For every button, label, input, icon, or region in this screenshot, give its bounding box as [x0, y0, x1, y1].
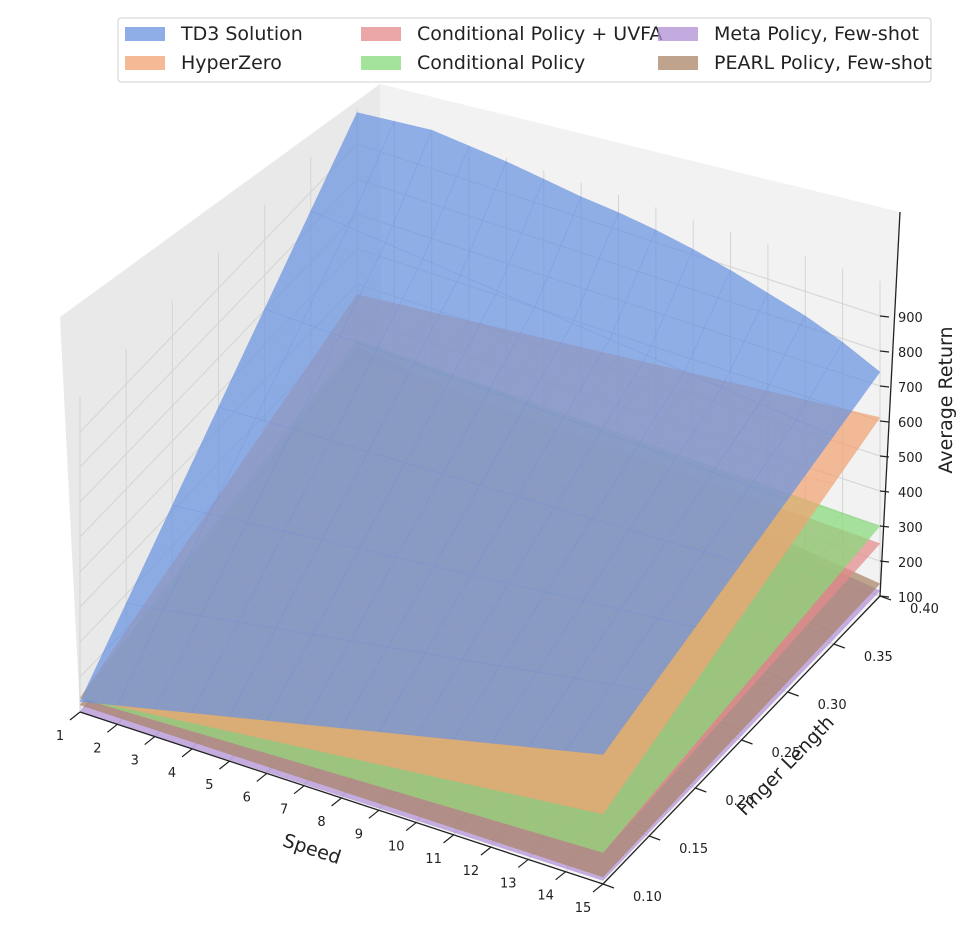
x-tick — [368, 809, 380, 819]
legend-box — [117, 17, 932, 83]
y-tick-label: 0.10 — [633, 890, 662, 905]
x-tick — [256, 772, 268, 782]
x-tick — [106, 723, 118, 733]
legend-swatch — [361, 56, 401, 70]
x-tick — [555, 871, 567, 881]
legend-label: PEARL Policy, Few-shot — [714, 52, 932, 74]
x-tick — [480, 846, 492, 856]
y-tick — [741, 739, 753, 745]
z-tick — [879, 455, 890, 458]
z-tick — [879, 525, 890, 528]
x-tick — [181, 748, 193, 758]
legend-swatch — [125, 56, 165, 70]
z-tick-label: 200 — [898, 556, 923, 571]
legend: TD3 Solution HyperZero Conditional Policy … — [117, 17, 932, 83]
x-tick-label: 8 — [317, 815, 325, 830]
y-tick-label: 0.30 — [818, 698, 847, 713]
x-tick-label: 1 — [56, 729, 64, 744]
x-tick-label: 3 — [131, 754, 139, 769]
x-tick-label: 9 — [355, 827, 363, 842]
x-tick-label: 12 — [463, 864, 480, 879]
legend-label: Conditional Policy + UVFA — [417, 23, 662, 45]
z-tick — [879, 490, 890, 493]
legend-swatch — [658, 27, 698, 41]
z-tick-label: 600 — [898, 416, 923, 431]
z-axis-label: Average Return — [935, 326, 957, 473]
z-tick-label: 700 — [898, 381, 923, 396]
x-tick — [592, 883, 604, 893]
legend-swatch — [361, 27, 401, 41]
y-tick — [648, 835, 661, 841]
legend-label: TD3 Solution — [180, 23, 303, 45]
x-tick — [405, 822, 417, 832]
z-tick — [879, 595, 890, 598]
x-tick — [69, 711, 81, 721]
y-tick — [602, 883, 615, 889]
legend-label: Conditional Policy — [417, 52, 585, 74]
x-tick-label: 5 — [205, 778, 213, 793]
z-tick — [879, 350, 890, 353]
x-axis-label: Speed — [280, 830, 343, 869]
x-tick-label: 10 — [388, 840, 405, 855]
y-tick-label: 0.35 — [864, 650, 893, 665]
x-tick-label: 4 — [168, 766, 176, 781]
x-tick — [293, 785, 305, 795]
x-tick-label: 2 — [93, 741, 101, 756]
z-axis-line — [879, 211, 901, 597]
y-tick — [787, 691, 799, 697]
z-tick-label: 400 — [898, 486, 923, 501]
x-tick — [517, 858, 529, 868]
surface-patch — [796, 341, 881, 437]
z-tick — [879, 315, 890, 318]
z-tick — [879, 420, 890, 423]
z-tick — [879, 560, 890, 563]
y-tick — [833, 643, 846, 649]
x-tick — [144, 736, 156, 746]
y-tick-label: 0.15 — [679, 842, 708, 857]
surfaces — [79, 112, 881, 881]
z-tick-label: 800 — [898, 346, 923, 361]
z-tick — [879, 385, 890, 388]
x-tick — [443, 834, 454, 844]
legend-swatch — [658, 56, 698, 70]
z-tick-label: 500 — [898, 451, 923, 466]
z-tick-label: 300 — [898, 521, 923, 536]
y-tick — [695, 787, 707, 793]
y-tick-label: 0.20 — [725, 794, 754, 809]
x-tick — [331, 797, 342, 807]
x-tick-label: 11 — [425, 852, 442, 867]
x-tick-label: 13 — [500, 876, 517, 891]
x-tick-label: 7 — [280, 803, 288, 818]
y-tick-label: 0.25 — [772, 746, 801, 761]
legend-label: HyperZero — [181, 52, 282, 74]
surface-td3-solution — [79, 112, 881, 755]
x-tick-label: 6 — [243, 790, 251, 805]
x-tick-label: 15 — [575, 901, 592, 916]
z-tick-label: 100 — [898, 591, 923, 606]
legend-swatch — [125, 27, 165, 41]
x-tick-label: 14 — [537, 889, 554, 904]
x-tick — [219, 760, 230, 770]
legend-label: Meta Policy, Few-shot — [714, 23, 919, 45]
y-tick-label: 0.40 — [910, 602, 939, 617]
z-tick-label: 900 — [898, 311, 923, 326]
